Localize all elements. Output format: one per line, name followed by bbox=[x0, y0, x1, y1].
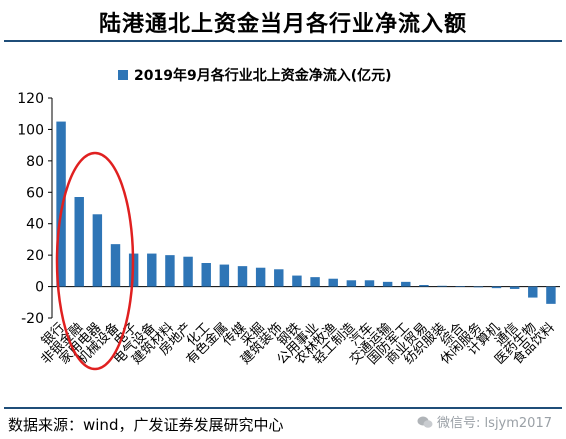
bar-休闲服务 bbox=[473, 286, 484, 288]
bar-银行 bbox=[56, 121, 66, 287]
bar-家用电器 bbox=[92, 214, 103, 287]
bar-建筑装饰 bbox=[274, 269, 284, 287]
bar-化工 bbox=[201, 263, 211, 287]
bar-电气设备 bbox=[147, 253, 157, 287]
bar-chart: -20 0 20 40 60 80 100 120 银行非银金融家用电器机械设备电子电气设备建… bbox=[17, 67, 560, 371]
y-tick-label: 80 bbox=[26, 154, 44, 170]
bar-商业贸易 bbox=[419, 285, 429, 287]
bar-有色金属 bbox=[219, 264, 230, 287]
legend-label: 2019年9月各行业北上资金净流入(亿元) bbox=[134, 67, 392, 84]
bar-纺织服装 bbox=[437, 285, 447, 287]
bars bbox=[56, 121, 556, 304]
bar-汽车 bbox=[364, 280, 375, 287]
watermark: 微信号: lsjym2017 bbox=[417, 412, 552, 431]
legend-swatch bbox=[118, 70, 128, 80]
bar-计算机 bbox=[491, 286, 502, 289]
y-tick-label: 120 bbox=[17, 91, 44, 107]
bar-传媒 bbox=[237, 266, 248, 287]
y-axis: -20 0 20 40 60 80 100 120 bbox=[17, 91, 560, 327]
bar-机械设备 bbox=[110, 244, 121, 287]
legend: 2019年9月各行业北上资金净流入(亿元) bbox=[118, 67, 392, 84]
bar-农林牧渔 bbox=[328, 278, 338, 287]
y-tick-label: 100 bbox=[17, 122, 44, 138]
page-title: 陆港通北上资金当月各行业净流入额 bbox=[98, 11, 467, 37]
wechat-icon bbox=[417, 416, 433, 428]
y-tick-label: 40 bbox=[26, 217, 44, 233]
bar-非银金融 bbox=[74, 197, 84, 287]
bar-国防军工 bbox=[401, 281, 411, 287]
title-rule bbox=[4, 40, 562, 42]
y-tick-label: 0 bbox=[35, 280, 44, 296]
y-tick-label: -20 bbox=[21, 311, 44, 327]
source-note: 数据来源：wind，广发证券发展研究中心 bbox=[8, 416, 284, 434]
bar-建筑材料 bbox=[165, 255, 175, 287]
bar-房地产 bbox=[183, 256, 193, 287]
footer-rule bbox=[4, 407, 562, 409]
bar-采掘 bbox=[255, 267, 266, 287]
bar-轻工制造 bbox=[346, 280, 357, 287]
bar-医药生物 bbox=[528, 286, 538, 298]
bar-公用事业 bbox=[310, 277, 320, 287]
y-tick-label: 60 bbox=[26, 185, 44, 201]
x-tick-labels: 银行非银金融家用电器机械设备电子电气设备建筑材料房地产化工有色金属传媒采掘建筑装… bbox=[38, 320, 558, 368]
highlight-ellipse bbox=[55, 151, 135, 371]
bar-食品饮料 bbox=[546, 286, 556, 304]
watermark-text: 微信号: lsjym2017 bbox=[437, 416, 552, 431]
bar-通信 bbox=[509, 286, 520, 289]
bar-钢铁 bbox=[292, 275, 302, 287]
y-tick-label: 20 bbox=[26, 248, 44, 264]
bar-交通运输 bbox=[382, 281, 393, 287]
bar-综合 bbox=[455, 286, 465, 287]
